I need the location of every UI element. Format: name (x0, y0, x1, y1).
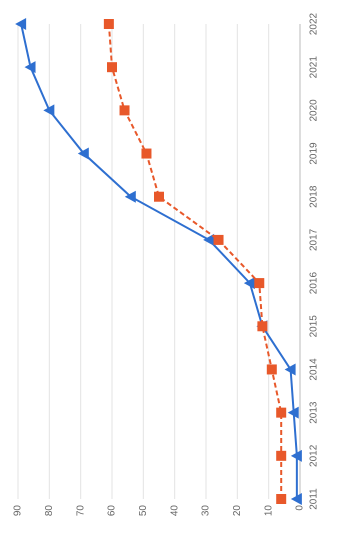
marker (77, 147, 89, 160)
y-tick-label: 70 (75, 505, 86, 517)
marker (107, 62, 117, 73)
y-tick-label: 0 (295, 505, 306, 511)
series-line (107, 23, 283, 499)
x-tick-label: 2019 (309, 142, 320, 165)
y-tick-label: 90 (13, 505, 24, 517)
marker (243, 277, 255, 290)
marker (276, 407, 287, 418)
marker (124, 190, 136, 203)
y-tick-label: 60 (107, 505, 118, 517)
marker (276, 494, 287, 504)
plot-area: 0 10 20 30 40 50 60 70 80 90 2011 2012 2013 2014 2015 2… (13, 12, 320, 516)
marker (284, 363, 296, 376)
marker (290, 449, 302, 462)
x-tick-label: 2016 (309, 272, 320, 295)
x-tick-label: 2020 (309, 99, 320, 122)
x-tick-label: 2013 (309, 401, 320, 424)
y-tick-label: 10 (263, 505, 274, 517)
marker (119, 105, 130, 116)
y-tick-label: 80 (44, 505, 55, 517)
x-tick-label: 2011 (309, 488, 320, 510)
x-tick-label: 2022 (309, 12, 320, 35)
series-line (20, 23, 298, 499)
marker (154, 191, 164, 202)
x-tick-label: 2021 (309, 56, 320, 79)
y-tick-label: 50 (138, 505, 149, 517)
x-tick-label: 2017 (309, 228, 320, 251)
y-tick-label: 30 (201, 505, 212, 517)
x-tick-label: 2015 (309, 315, 320, 338)
marker (43, 104, 55, 117)
marker (15, 18, 27, 30)
marker (276, 450, 287, 461)
y-tick-label: 40 (169, 505, 180, 517)
marker (141, 148, 152, 159)
marker (290, 493, 302, 505)
marker (266, 364, 277, 375)
marker (24, 61, 36, 74)
x-tick-label: 2012 (309, 444, 320, 467)
y-tick-label: 20 (232, 505, 243, 517)
marker (257, 321, 268, 332)
marker (254, 278, 265, 289)
x-tick-label: 2014 (309, 358, 320, 381)
marker (287, 406, 299, 419)
marker (203, 233, 215, 246)
x-tick-label: 2018 (309, 185, 320, 208)
marker (103, 19, 114, 29)
marker (213, 234, 224, 245)
